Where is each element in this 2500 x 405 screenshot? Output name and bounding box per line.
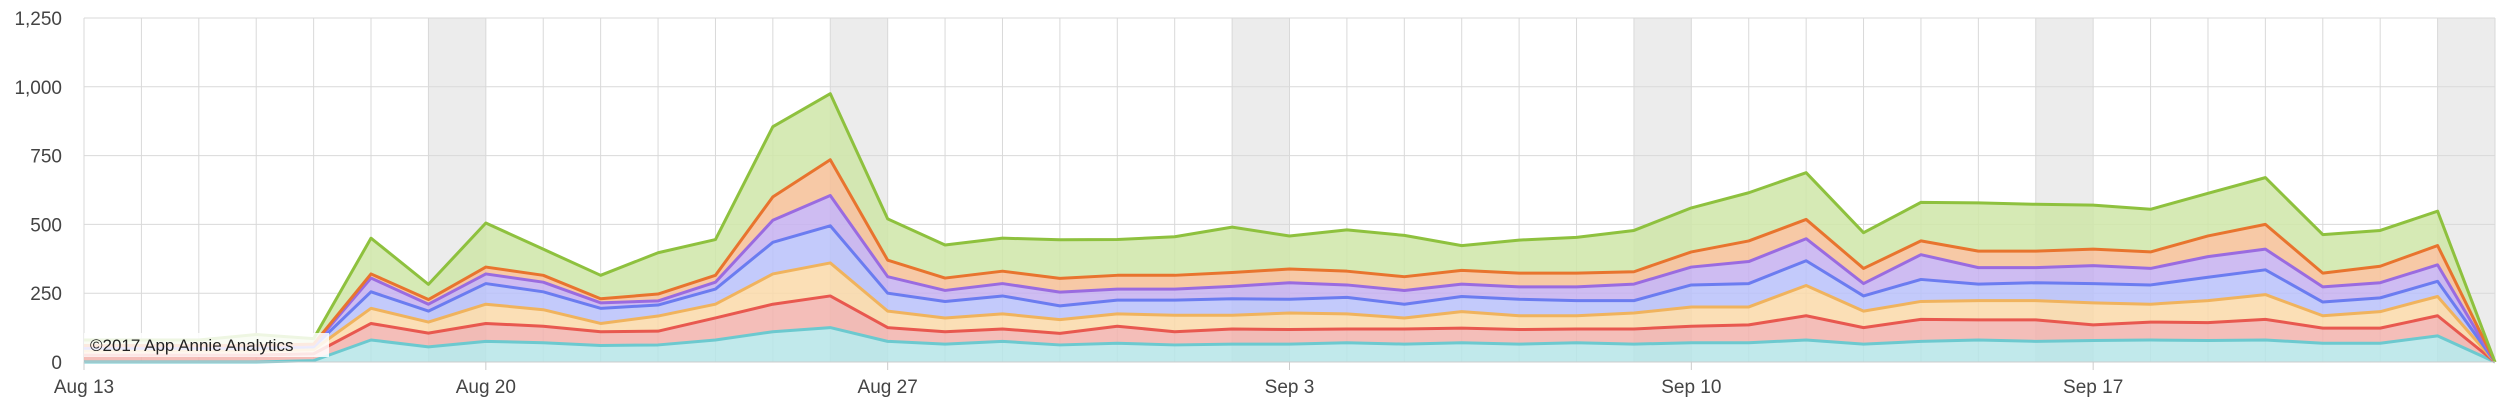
series-line-4 [84, 194, 2497, 363]
x-axis: Aug 13 Aug 20 Aug 27 Sep 3 Sep 10 Sep 17 [54, 361, 2495, 398]
series-area-2 [84, 262, 2495, 362]
x-tick-label: Aug 13 [54, 377, 114, 398]
y-axis: 0 250 500 750 1,000 1,250 [14, 9, 62, 374]
y-tick-label: 500 [30, 215, 62, 236]
credit-text: ©2017 App Annie Analytics [90, 336, 293, 355]
series-line-0 [84, 326, 2496, 364]
y-tick-label: 1,250 [14, 9, 62, 30]
credit-background [84, 333, 329, 357]
series-line-3 [84, 224, 2497, 363]
series-area-5 [84, 159, 2495, 362]
x-tick-label: Sep 17 [2063, 377, 2123, 398]
x-tick-label: Sep 10 [1661, 377, 1721, 398]
series-line-1 [84, 294, 2496, 364]
y-tick-label: 250 [30, 284, 62, 305]
series-area-3 [84, 225, 2495, 362]
y-tick-label: 0 [51, 353, 62, 374]
x-tick-label: Sep 3 [1265, 377, 1315, 398]
x-tick-label: Aug 20 [456, 377, 516, 398]
x-tick-label: Aug 27 [858, 377, 918, 398]
series-area-6 [84, 93, 2495, 363]
y-tick-label: 750 [30, 147, 62, 168]
series-lines [84, 92, 2497, 364]
series-line-2 [84, 261, 2497, 363]
series-line-6 [84, 92, 2497, 363]
series-line-5 [84, 158, 2497, 363]
series-area-4 [84, 195, 2495, 362]
y-tick-label: 1,000 [14, 78, 62, 99]
